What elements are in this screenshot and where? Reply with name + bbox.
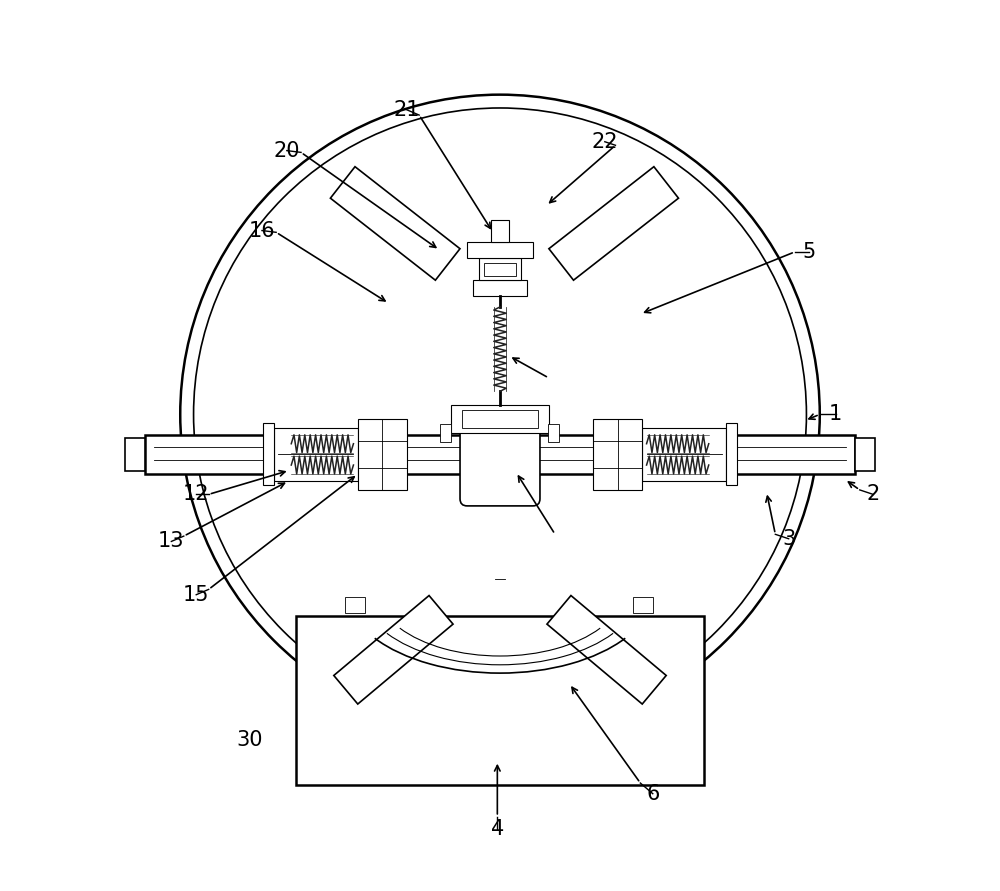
Bar bbox=[479, 258, 521, 281]
Bar bbox=[358, 419, 407, 490]
Text: 4: 4 bbox=[491, 819, 504, 839]
Bar bbox=[296, 616, 704, 785]
Text: 20: 20 bbox=[274, 141, 300, 160]
Polygon shape bbox=[330, 167, 460, 280]
Text: 15: 15 bbox=[183, 584, 209, 605]
FancyBboxPatch shape bbox=[460, 417, 540, 506]
Text: 22: 22 bbox=[592, 132, 618, 151]
Text: 13: 13 bbox=[158, 531, 185, 552]
Bar bbox=[440, 424, 451, 442]
Polygon shape bbox=[334, 595, 453, 704]
Bar bbox=[462, 410, 538, 428]
Text: 6: 6 bbox=[646, 784, 659, 804]
Bar bbox=[491, 220, 509, 242]
Bar bbox=[726, 423, 737, 486]
Bar bbox=[548, 424, 559, 442]
Bar bbox=[593, 419, 642, 490]
Text: 21: 21 bbox=[393, 100, 420, 119]
Bar bbox=[263, 423, 274, 486]
Bar bbox=[633, 596, 653, 612]
Polygon shape bbox=[549, 167, 678, 280]
Bar bbox=[642, 428, 726, 481]
Text: 16: 16 bbox=[249, 221, 275, 241]
Text: 3: 3 bbox=[782, 528, 795, 549]
Bar bbox=[145, 435, 855, 474]
Bar bbox=[345, 596, 365, 612]
Bar bbox=[467, 242, 533, 258]
Bar bbox=[451, 405, 549, 433]
Bar bbox=[125, 437, 145, 471]
Text: 1: 1 bbox=[829, 405, 842, 424]
Bar bbox=[274, 428, 358, 481]
Text: 2: 2 bbox=[866, 485, 880, 504]
Text: 5: 5 bbox=[802, 241, 816, 262]
Polygon shape bbox=[547, 595, 666, 704]
Bar bbox=[855, 437, 875, 471]
Text: 30: 30 bbox=[236, 731, 263, 750]
Text: 12: 12 bbox=[183, 485, 209, 504]
Bar bbox=[484, 263, 516, 276]
Bar bbox=[473, 281, 527, 297]
